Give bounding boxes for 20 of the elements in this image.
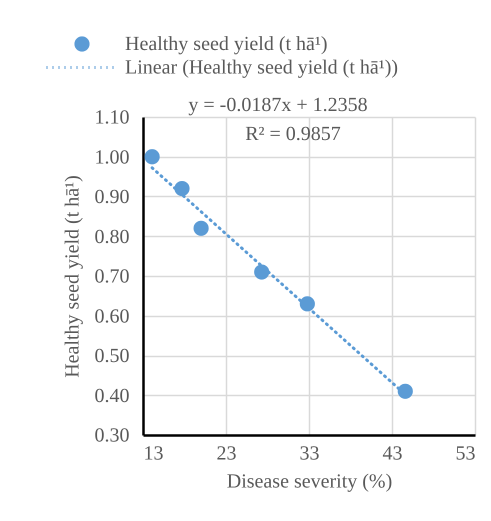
y-tick-label: 0.40 <box>94 384 130 407</box>
text: y = -0.0187x + 1.2358 <box>188 94 368 116</box>
x-tick-label: 23 <box>216 442 236 464</box>
y-tick-label: 0.30 <box>94 424 130 446</box>
y-tick-label: 0.70 <box>94 266 130 288</box>
legend-label: Linear (Healthy seed yield (t hā¹)) <box>125 56 398 78</box>
x-tick-label: 43 <box>382 442 402 464</box>
y-tick-label: 0.50 <box>94 345 130 367</box>
y-axis-title: Healthy seed yield (t hā¹) <box>62 175 84 378</box>
y-tick-label: 0.80 <box>94 226 130 248</box>
annotation: R² = 0.9857 <box>245 123 341 145</box>
legend-label: Healthy seed yield (t hā¹) <box>125 33 328 55</box>
y-tick-label: 1.10 <box>94 106 130 128</box>
x-axis-title: Disease severity (%) <box>226 470 392 492</box>
y-tick-label: 1.00 <box>94 146 130 168</box>
x-tick-label: 53 <box>456 442 476 464</box>
x-tick-label: 13 <box>144 442 164 464</box>
x-tick-label: 33 <box>300 442 320 464</box>
y-tick-label: 0.90 <box>94 186 130 208</box>
y-tick-label: 0.60 <box>94 305 130 328</box>
